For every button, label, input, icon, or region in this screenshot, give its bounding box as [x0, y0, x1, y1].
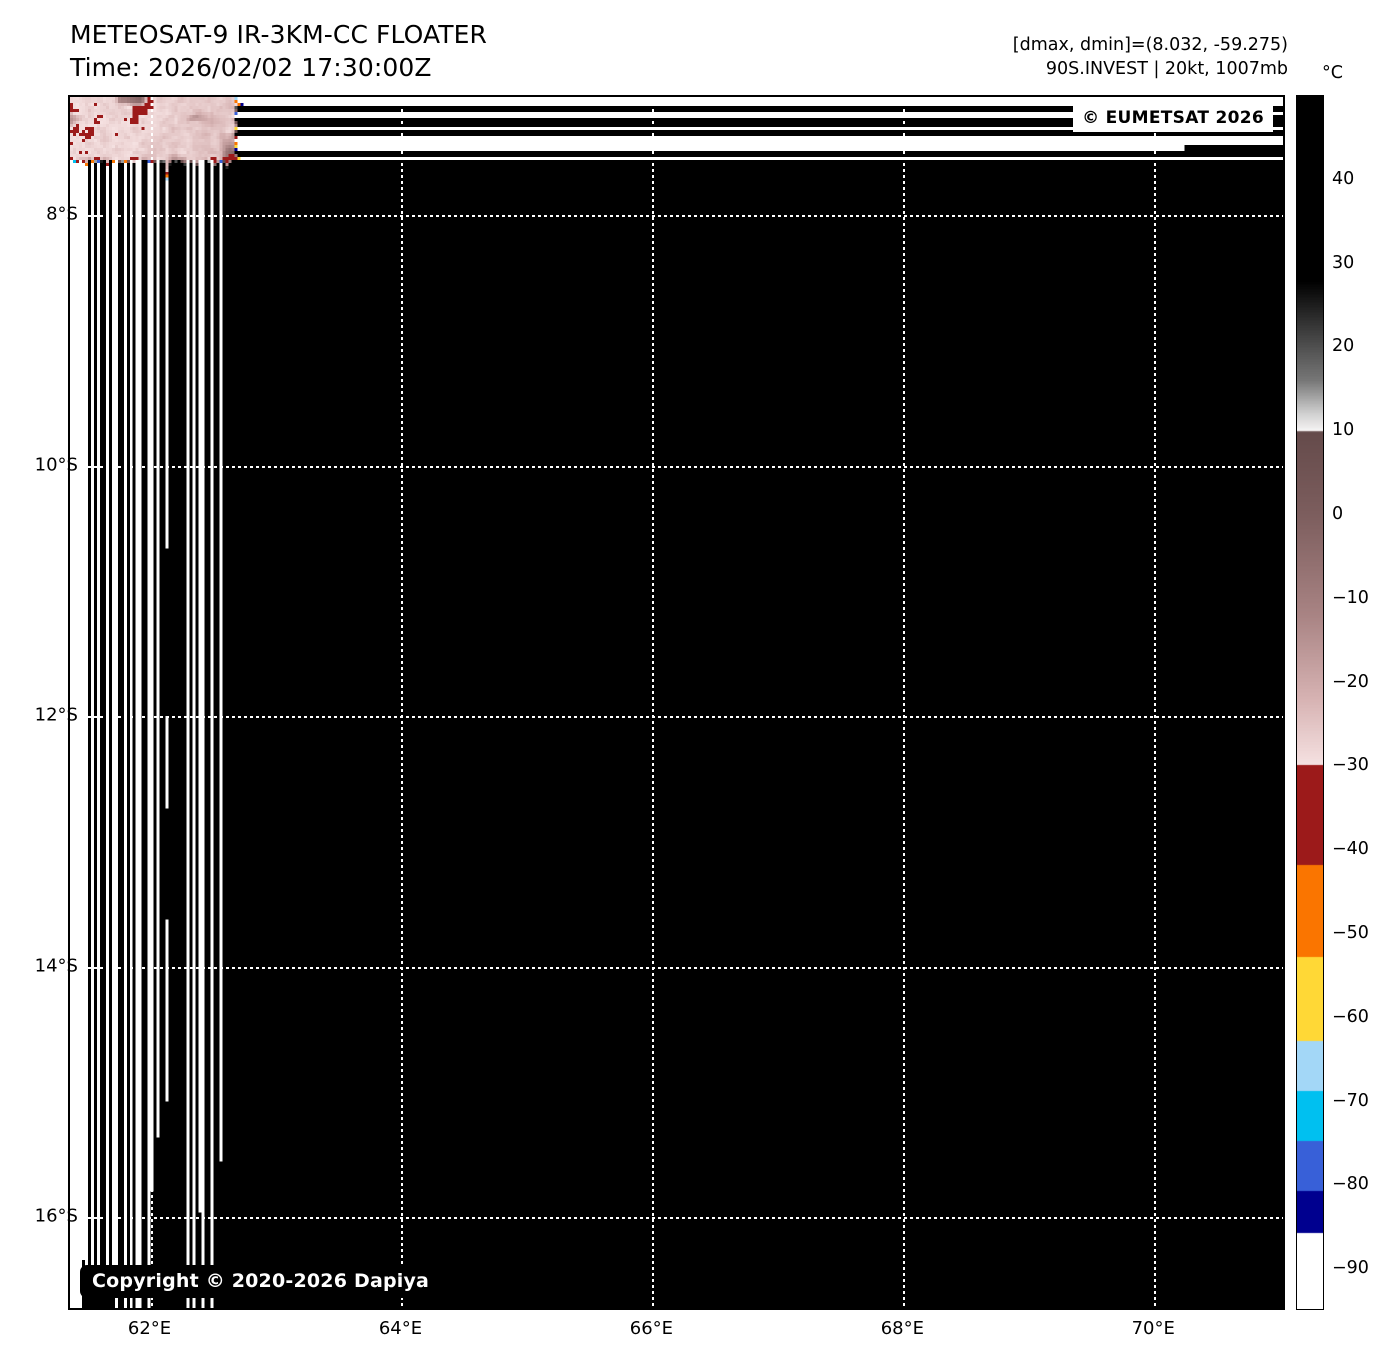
timestamp-label: Time: 2026/02/02 17:30:00Z: [70, 53, 432, 82]
latitude-tick-label: 12°S: [34, 704, 78, 726]
page-title: METEOSAT-9 IR-3KM-CC FLOATER: [70, 20, 488, 49]
latitude-tick-label: 10°S: [34, 454, 78, 475]
colorbar-tick-label: 20: [1332, 336, 1355, 357]
colorbar-gradient: [1297, 96, 1323, 1309]
latitude-tick-label: 16°S: [34, 1205, 78, 1227]
colorbar-tick-label: 30: [1332, 252, 1355, 273]
colorbar-tick-label: −90: [1332, 1258, 1369, 1279]
colorbar-tick-label: −70: [1332, 1090, 1369, 1111]
title-block: METEOSAT-9 IR-3KM-CC FLOATER Time: 2026/…: [70, 18, 690, 84]
colorbar-tick-label: 40: [1332, 168, 1355, 189]
longitude-tick-label: 70°E: [1131, 1318, 1175, 1339]
eumetsat-copyright-badge: © EUMETSAT 2026: [1073, 105, 1273, 132]
storm-info-label: 90S.INVEST | 20kt, 1007mb: [1045, 59, 1288, 79]
dmax-dmin-label: [dmax, dmin]=(8.032, -59.275): [1012, 35, 1288, 55]
ir-brightness-temperature-raster: [70, 97, 1283, 1308]
latitude-tick-label: 14°S: [34, 955, 78, 977]
colorbar-tick-label: −80: [1332, 1174, 1369, 1195]
colorbar-tick-label: 0: [1332, 503, 1344, 524]
longitude-tick-label: 68°E: [880, 1318, 924, 1339]
colorbar-tick-label: −60: [1332, 1006, 1369, 1027]
colorbar-unit-label: °C: [1322, 63, 1343, 83]
dapiya-copyright-badge: Copyright © 2020-2026 Dapiya: [80, 1265, 442, 1298]
colorbar-tick-label: 10: [1332, 420, 1355, 441]
metadata-block: [dmax, dmin]=(8.032, -59.275) 90S.INVEST…: [868, 33, 1288, 81]
longitude-tick-label: 64°E: [378, 1318, 423, 1339]
longitude-tick-label: 66°E: [629, 1318, 674, 1339]
colorbar-tick-label: −50: [1332, 922, 1369, 943]
colorbar-tick-label: −40: [1332, 839, 1369, 860]
colorbar-tick-label: −30: [1332, 755, 1369, 776]
colorbar-tick-label: −20: [1332, 671, 1369, 692]
temperature-colorbar: [1296, 95, 1324, 1310]
satellite-image-plot: © EUMETSAT 2026 Copyright © 2020-2026 Da…: [68, 95, 1285, 1310]
longitude-tick-label: 62°E: [127, 1318, 172, 1339]
latitude-tick-label: 8°S: [46, 203, 78, 225]
colorbar-tick-label: −10: [1332, 587, 1369, 608]
